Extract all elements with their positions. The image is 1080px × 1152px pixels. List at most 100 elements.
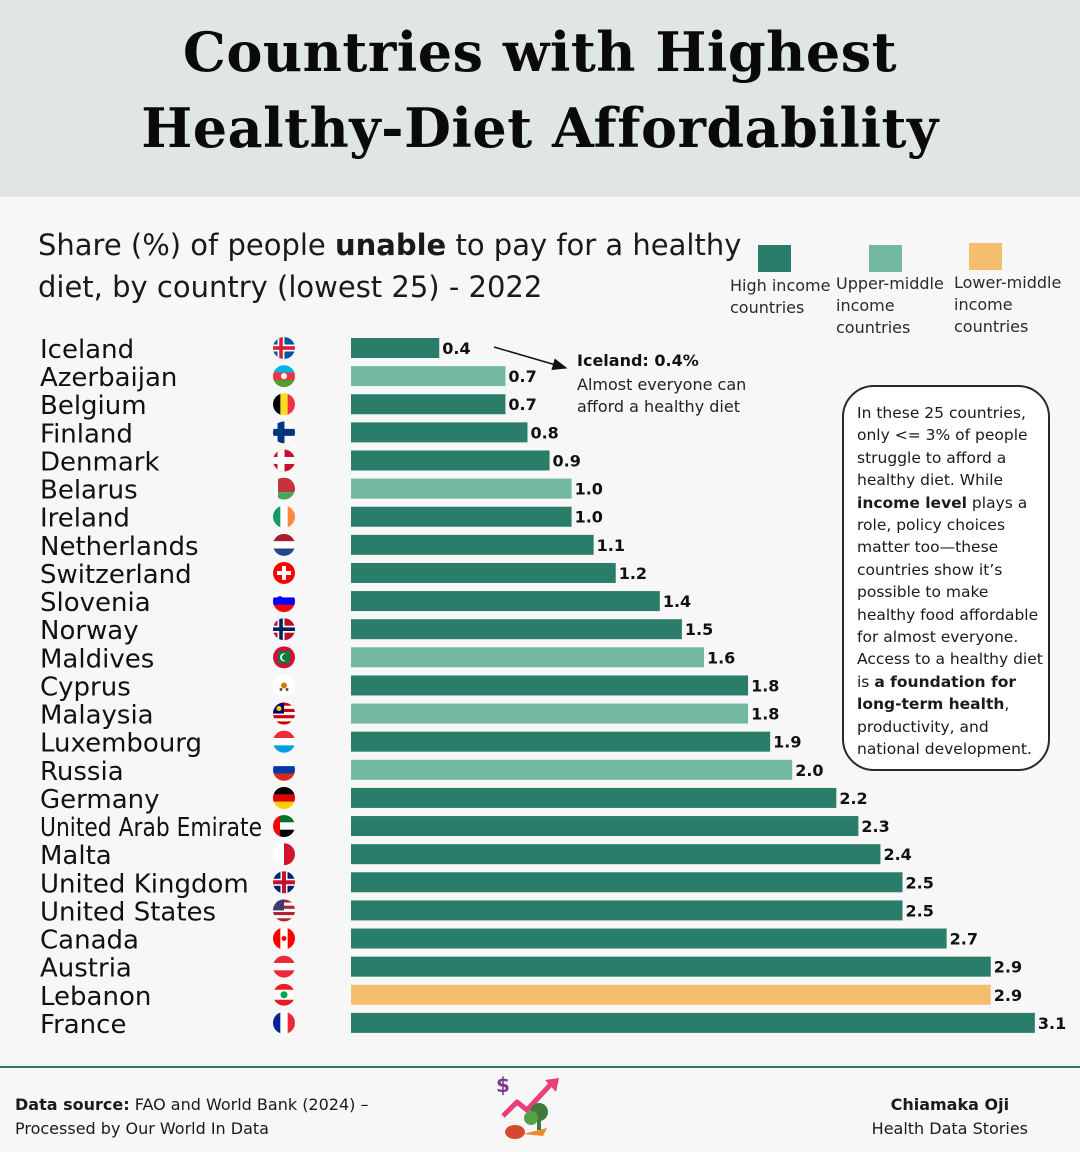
annotation-title: Iceland: 0.4% — [577, 351, 699, 370]
bar — [351, 450, 550, 471]
value-label: 0.9 — [553, 451, 581, 470]
bar — [351, 956, 991, 977]
annotation-text: Almost everyone can afford a healthy die… — [577, 375, 747, 416]
note-text: In these 25 countries, only <= 3% of peo… — [857, 404, 1028, 490]
country-label: Malaysia — [40, 701, 154, 731]
country-label: Austria — [40, 954, 132, 984]
country-label: Maldives — [40, 644, 154, 674]
flag-austria-icon — [273, 955, 295, 978]
insight-note-box: In these 25 countries, only <= 3% of peo… — [842, 385, 1050, 771]
source-text: Processed by Our World In Data — [15, 1119, 269, 1138]
flag-finland-icon — [273, 421, 295, 444]
note-text: , productivity, and national development… — [857, 695, 1032, 759]
value-label: 0.8 — [530, 423, 558, 442]
value-label: 2.3 — [861, 817, 889, 836]
legend-text: countries — [836, 318, 911, 337]
country-label: Germany — [40, 785, 160, 815]
country-label: Cyprus — [40, 672, 131, 702]
bar — [351, 647, 704, 668]
country-label: Malta — [40, 841, 112, 871]
country-label: Azerbaijan — [40, 363, 177, 393]
author-org: Health Data Stories — [871, 1119, 1028, 1138]
bar — [351, 984, 991, 1005]
country-label: France — [40, 1010, 126, 1040]
flag-france-icon — [273, 1011, 295, 1034]
value-label: 2.0 — [795, 761, 823, 780]
bar — [351, 1012, 1035, 1033]
country-label: Russia — [40, 757, 124, 787]
value-label: 1.8 — [751, 676, 779, 695]
value-label: 2.7 — [950, 930, 978, 949]
value-label: 1.9 — [773, 733, 801, 752]
healthy-food-trend-icon: $ — [496, 1073, 559, 1139]
subtitle-post: to pay for a healthy — [446, 228, 742, 262]
value-label: 1.1 — [597, 536, 625, 555]
flag-ireland-icon — [273, 505, 295, 528]
bar — [351, 422, 528, 443]
bars-layer: Iceland 0.4 Azerbaijan 0.7 Belgium 0.7 Finland… — [40, 335, 1066, 1040]
flag-uae-icon — [273, 815, 295, 838]
bar — [351, 338, 440, 358]
flag-germany-icon — [273, 786, 295, 809]
source-label: Data source: — [15, 1095, 130, 1114]
bar — [351, 478, 572, 499]
country-label: Iceland — [40, 335, 134, 365]
flag-russia-icon — [273, 758, 295, 781]
country-label: United Kingdom — [40, 869, 249, 899]
country-label: Luxembourg — [40, 729, 202, 759]
page-title-line-2: Healthy-Diet Affordability — [141, 96, 939, 160]
note-bold: income level — [857, 493, 967, 512]
footer-divider — [0, 1066, 1080, 1068]
value-label: 3.1 — [1038, 1014, 1066, 1033]
flag-azerbaijan-icon — [273, 365, 295, 388]
bar — [351, 562, 616, 583]
country-label: Ireland — [40, 504, 130, 534]
flag-lebanon-icon — [273, 983, 295, 1006]
value-label: 2.2 — [839, 789, 867, 808]
flag-united-kingdom-icon — [273, 871, 295, 894]
flag-switzerland-icon — [273, 561, 295, 584]
country-label: United Arab Emirate — [40, 813, 262, 843]
note-text: plays a role, policy choices matter too—… — [857, 493, 1043, 691]
legend-swatch-lower-middle-income — [969, 243, 1002, 270]
chart-subtitle-line-2: diet, by country (lowest 25) - 2022 — [38, 270, 543, 304]
legend-text: Upper-middle — [836, 274, 944, 293]
bar — [351, 619, 682, 640]
note-bold: a foundation for long-term health — [857, 672, 1017, 714]
legend-swatch-upper-middle-income — [869, 245, 902, 272]
country-label: Switzerland — [40, 560, 192, 590]
flag-malta-icon — [273, 843, 295, 866]
annotation-arrow — [493, 346, 568, 370]
footer-author: Chiamaka Oji Health Data Stories — [872, 1093, 1028, 1141]
page-title-line-1: Countries with Highest — [182, 20, 898, 84]
footer-data-source: Data source: FAO and World Bank (2024) –… — [15, 1093, 368, 1141]
value-label: 1.0 — [575, 480, 603, 499]
chart-subtitle-line-1: Share (%) of people unable to pay for a … — [38, 228, 741, 262]
bar — [351, 900, 903, 921]
flag-netherlands-icon — [273, 533, 295, 556]
value-label: 0.4 — [442, 339, 470, 358]
country-label: Canada — [40, 926, 139, 956]
bar — [351, 787, 837, 808]
legend-label-upper-middle-income: Upper-middle income countries — [836, 273, 944, 339]
value-label: 1.6 — [707, 648, 735, 667]
value-label: 2.4 — [883, 845, 911, 864]
header-banner: Countries with Highest Healthy-Diet Affo… — [0, 0, 1080, 197]
bar — [351, 872, 903, 893]
value-label: 2.5 — [906, 873, 934, 892]
legend-text: countries — [730, 298, 805, 317]
country-label: Norway — [40, 616, 139, 646]
bar — [351, 366, 506, 387]
value-label: 0.7 — [508, 395, 536, 414]
bar — [351, 703, 749, 724]
flag-malaysia-icon — [273, 702, 295, 725]
value-label: 1.5 — [685, 620, 713, 639]
flag-belgium-icon — [273, 393, 295, 416]
country-label: Belgium — [40, 391, 147, 421]
flag-luxembourg-icon — [273, 730, 295, 753]
legend-swatch-high-income — [758, 245, 791, 272]
value-label: 1.4 — [663, 592, 691, 611]
subtitle-pre: Share (%) of people — [38, 228, 335, 262]
value-label: 1.8 — [751, 705, 779, 724]
